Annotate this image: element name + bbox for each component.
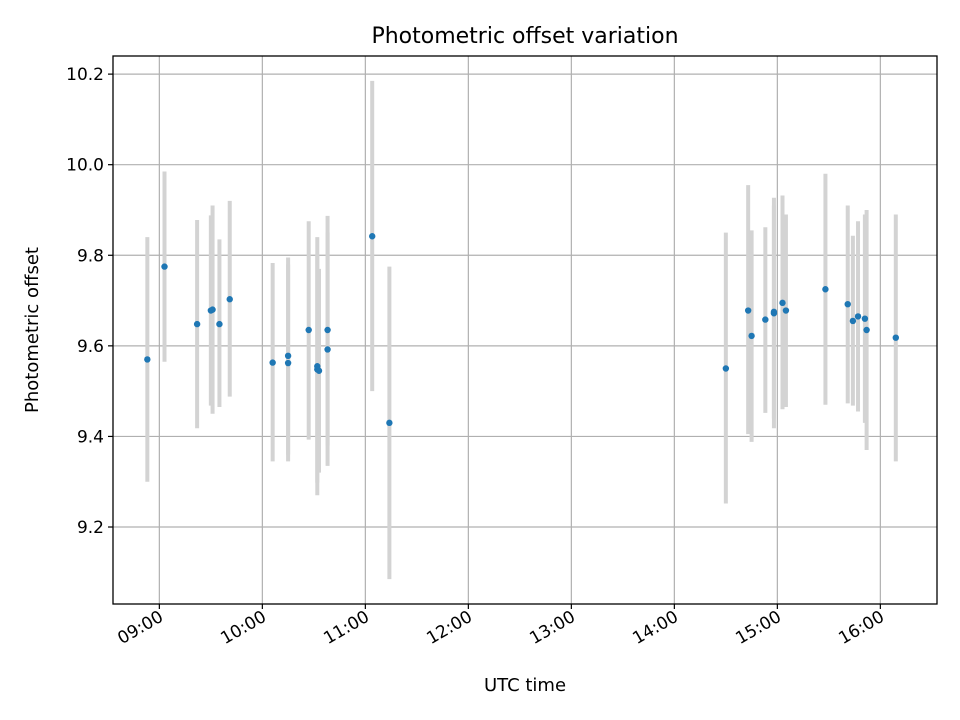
data-point [284,352,292,360]
data-point [861,315,869,322]
grid-layer [113,56,937,604]
data-point [744,307,752,314]
data-point [892,334,899,341]
data-point [324,346,331,353]
data-point [324,326,331,334]
data-point [854,313,862,320]
y-axis-label: Photometric offset [22,247,43,413]
data-point [369,233,376,240]
data-point [216,320,223,328]
data-point [779,299,786,307]
data-point [722,365,730,372]
data-point [770,308,778,316]
y-tick-label: 9.2 [77,518,104,538]
y-tick-label: 10.2 [66,65,104,85]
data-point [284,359,292,367]
data-point [315,367,323,374]
data-point [209,306,216,313]
point-layer [144,233,899,427]
data-point [849,317,857,325]
data-point [386,419,393,427]
data-point [226,296,233,303]
chart-title: Photometric offset variation [371,24,678,49]
data-point [161,263,168,270]
x-axis-label: UTC time [484,675,566,696]
data-point [269,359,276,366]
y-tick-label: 9.8 [77,246,104,266]
data-point [305,326,312,334]
data-point [144,356,151,363]
data-point [762,316,769,323]
data-point [782,307,790,314]
y-tick-label: 10.0 [66,156,104,176]
plot-frame [112,55,938,605]
data-point [844,300,851,308]
data-point [863,326,870,334]
data-point [822,286,829,293]
data-point [748,332,755,340]
data-point [193,320,201,328]
y-tick-label: 9.6 [77,337,104,357]
y-tick-label: 9.4 [77,427,104,447]
